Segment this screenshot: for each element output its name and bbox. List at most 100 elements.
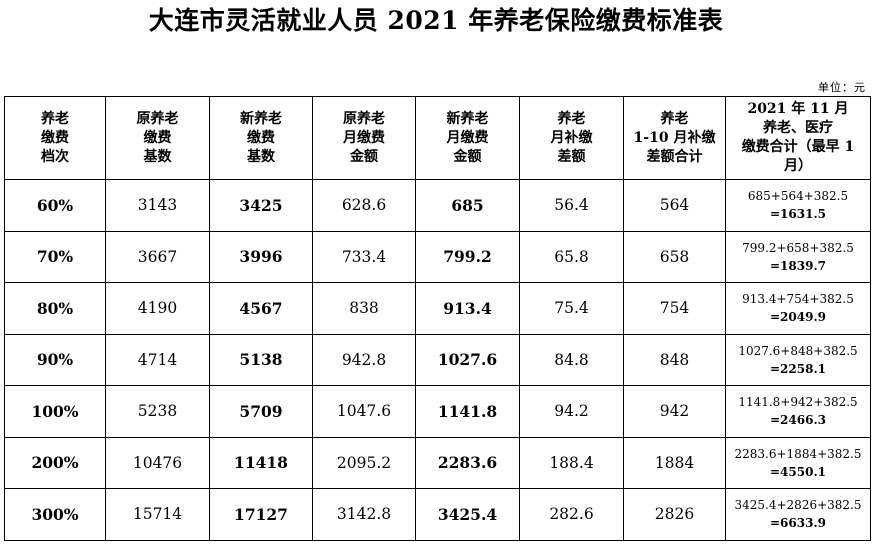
old-base-cell: 5238 — [105, 385, 210, 438]
old-base-cell: 10476 — [105, 436, 210, 489]
diff-total-cell: 564 — [623, 179, 726, 232]
header-new-monthly: 新养老 月缴费 金额 — [415, 96, 520, 180]
sum-total: =2049.9 — [770, 310, 826, 325]
new-base-cell: 17127 — [209, 488, 313, 541]
old-monthly-cell: 1047.6 — [312, 385, 416, 438]
table-row: 200% 10476 11418 2095.2 2283.6 188.4 1884 2283.… — [4, 436, 871, 489]
header-line: 差额 — [557, 148, 586, 165]
table-body: 60% 3143 3425 628.6 685 56.4 564 685+564+382.5 =… — [4, 179, 871, 541]
new-base-cell: 5709 — [209, 385, 313, 438]
table-row: 70% 3667 3996 733.4 799.2 65.8 658 799.2+658+38… — [4, 230, 871, 283]
new-base-cell: 5138 — [209, 333, 313, 386]
new-monthly-cell: 3425.4 — [415, 488, 520, 541]
header-nov-total: 2021 年 11 月 养老、医疗 缴费合计（最早 1 月） — [725, 96, 871, 180]
old-base-cell: 3143 — [105, 179, 210, 232]
sum-total: =2258.1 — [770, 361, 826, 376]
sum-expression: 913.4+754+382.5 — [742, 292, 854, 307]
header-line: 缴费 — [41, 129, 69, 146]
nov-total-cell: 685+564+382.5 =1631.5 — [725, 179, 871, 232]
table-row: 80% 4190 4567 838 913.4 75.4 754 913.4+754+382.… — [4, 282, 871, 335]
monthly-diff-cell: 65.8 — [519, 230, 624, 283]
header-line: 差额合计 — [646, 148, 703, 165]
nov-total-cell: 1027.6+848+382.5 =2258.1 — [725, 333, 871, 386]
header-old-base: 原养老 缴费 基数 — [105, 96, 210, 180]
unit-label: 单位：元 — [818, 81, 866, 94]
old-monthly-cell: 838 — [312, 282, 416, 335]
header-line: 月） — [784, 158, 812, 174]
header-line: 月缴费 — [446, 129, 489, 146]
table-row: 90% 4714 5138 942.8 1027.6 84.8 848 1027.6+848+… — [4, 333, 871, 386]
diff-total-cell: 942 — [623, 385, 726, 438]
header-old-monthly: 原养老 月缴费 金额 — [312, 96, 416, 180]
header-line: 基数 — [247, 148, 275, 165]
header-line: 养老 — [41, 110, 69, 127]
diff-total-cell: 848 — [623, 333, 726, 386]
diff-total-cell: 2826 — [623, 488, 726, 541]
header-line: 养老、医疗 — [763, 120, 833, 136]
monthly-diff-cell: 188.4 — [519, 436, 624, 489]
sum-expression: 799.2+658+382.5 — [742, 240, 854, 255]
grade-cell: 60% — [4, 179, 106, 232]
sum-total: =1839.7 — [770, 258, 826, 273]
header-line: 缴费 — [247, 129, 275, 146]
sum-total: =6633.9 — [770, 516, 826, 531]
header-line: 基数 — [143, 148, 172, 165]
old-monthly-cell: 3142.8 — [312, 488, 416, 541]
nov-total-cell: 2283.6+1884+382.5 =4550.1 — [725, 436, 871, 489]
old-monthly-cell: 628.6 — [312, 179, 416, 232]
header-line: 金额 — [453, 148, 482, 165]
sum-expression: 1027.6+848+382.5 — [738, 343, 858, 358]
grade-cell: 90% — [4, 333, 106, 386]
header-line: 月缴费 — [343, 129, 385, 146]
page-title: 大连市灵活就业人员 2021 年养老保险缴费标准表 — [148, 6, 724, 35]
new-monthly-cell: 2283.6 — [415, 436, 520, 489]
header-line: 原养老 — [136, 110, 179, 127]
sum-expression: 2283.6+1884+382.5 — [734, 446, 862, 461]
header-diff-total: 养老 1-10 月补缴 差额合计 — [623, 96, 726, 180]
header-line: 养老 — [660, 110, 689, 127]
nov-total-cell: 1141.8+942+382.5 =2466.3 — [725, 385, 871, 438]
header-grade: 养老 缴费 档次 — [4, 96, 106, 180]
sum-total: =2466.3 — [770, 413, 826, 428]
grade-cell: 80% — [4, 282, 106, 335]
old-base-cell: 3667 — [105, 230, 210, 283]
header-line: 缴费合计（最早 1 — [741, 139, 855, 155]
table-row: 300% 15714 17127 3142.8 3425.4 282.6 2826 3425.… — [4, 488, 871, 541]
header-monthly-diff: 养老 月补缴 差额 — [519, 96, 624, 180]
table-row: 100% 5238 5709 1047.6 1141.8 94.2 942 1141.8+94… — [4, 385, 871, 438]
header-line: 1-10 月补缴 — [633, 129, 716, 146]
diff-total-cell: 1884 — [623, 436, 726, 489]
monthly-diff-cell: 94.2 — [519, 385, 624, 438]
grade-cell: 200% — [4, 436, 106, 489]
header-line: 原养老 — [343, 110, 385, 127]
old-base-cell: 4190 — [105, 282, 210, 335]
monthly-diff-cell: 56.4 — [519, 179, 624, 232]
sum-expression: 685+564+382.5 — [747, 189, 849, 204]
grade-cell: 300% — [4, 488, 106, 541]
new-monthly-cell: 1141.8 — [415, 385, 520, 438]
old-monthly-cell: 733.4 — [312, 230, 416, 283]
old-base-cell: 4714 — [105, 333, 210, 386]
header-new-base: 新养老 缴费 基数 — [209, 96, 313, 180]
nov-total-cell: 913.4+754+382.5 =2049.9 — [725, 282, 871, 335]
nov-total-cell: 3425.4+2826+382.5 =6633.9 — [725, 488, 871, 541]
header-line: 新养老 — [240, 110, 282, 127]
header-line: 新养老 — [446, 110, 489, 127]
new-monthly-cell: 913.4 — [415, 282, 520, 335]
new-base-cell: 11418 — [209, 436, 313, 489]
diff-total-cell: 658 — [623, 230, 726, 283]
new-monthly-cell: 1027.6 — [415, 333, 520, 386]
header-line: 金额 — [350, 148, 378, 165]
sum-total: =4550.1 — [770, 464, 826, 479]
header-line: 养老 — [557, 110, 586, 127]
header-line: 2021 年 11 月 — [747, 101, 849, 117]
old-base-cell: 15714 — [105, 488, 210, 541]
monthly-diff-cell: 84.8 — [519, 333, 624, 386]
monthly-diff-cell: 282.6 — [519, 488, 624, 541]
header-line: 缴费 — [143, 129, 172, 146]
grade-cell: 70% — [4, 230, 106, 283]
diff-total-cell: 754 — [623, 282, 726, 335]
new-base-cell: 3996 — [209, 230, 313, 283]
new-base-cell: 4567 — [209, 282, 313, 335]
new-monthly-cell: 685 — [415, 179, 520, 232]
